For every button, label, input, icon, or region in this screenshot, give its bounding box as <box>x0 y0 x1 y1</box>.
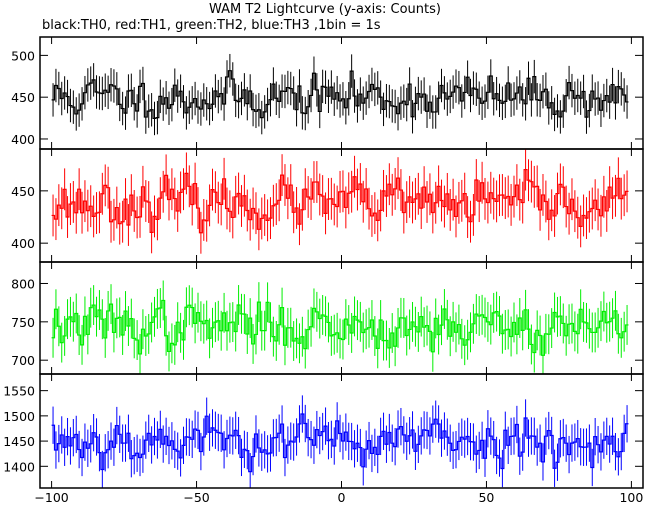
chart-title: WAM T2 Lightcurve (y-axis: Counts) <box>209 2 441 17</box>
chart-subtitle: black:TH0, red:TH1, green:TH2, blue:TH3 … <box>42 18 381 33</box>
panel-frame-th3 <box>39 373 644 489</box>
y-tick-label-th1-450: 450 <box>11 184 35 199</box>
y-tick-label-th3-1500: 1500 <box>3 409 35 424</box>
x-tick-label-100: 100 <box>619 490 643 505</box>
y-tick-label-th3-1450: 1450 <box>3 434 35 449</box>
y-tick-label-th1-400: 400 <box>11 236 35 251</box>
series-line-th1 <box>51 169 629 234</box>
y-tick-label-th0-500: 500 <box>11 48 35 63</box>
x-tick-label--100: −100 <box>34 490 68 505</box>
x-tick-label-0: 0 <box>338 490 346 505</box>
x-tick-label-50: 50 <box>478 490 494 505</box>
y-tick-label-th0-450: 450 <box>11 90 35 105</box>
x-tick-label--50: −50 <box>183 490 209 505</box>
series-line-th3 <box>51 413 629 473</box>
panel-frame-th0 <box>39 36 644 150</box>
y-tick-label-th2-700: 700 <box>11 353 35 368</box>
series-line-th2 <box>51 299 629 356</box>
series-line-th0 <box>51 70 629 120</box>
y-tick-label-th3-1550: 1550 <box>3 384 35 399</box>
y-tick-label-th2-800: 800 <box>11 276 35 291</box>
y-tick-label-th3-1400: 1400 <box>3 459 35 474</box>
y-tick-label-th2-750: 750 <box>11 315 35 330</box>
y-tick-label-th0-400: 400 <box>11 132 35 147</box>
